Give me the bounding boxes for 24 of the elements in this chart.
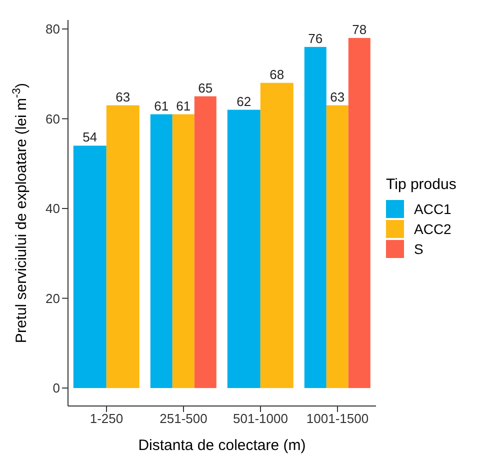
data-label: 62 <box>236 94 252 109</box>
x-tick-label: 251-500 <box>160 411 208 426</box>
data-label: 76 <box>308 30 323 46</box>
x-axis-title: Distanta de colectare (m) <box>138 437 306 454</box>
y-tick-label: 0 <box>52 380 60 396</box>
y-tick-label: 40 <box>46 201 60 216</box>
data-label: 68 <box>270 66 284 82</box>
data-label: 63 <box>116 89 130 104</box>
data-label: 54 <box>82 130 98 145</box>
legend-label: ACC1 <box>414 201 452 217</box>
y-tick-label: 20 <box>46 290 60 306</box>
x-tick-label: 1001-1500 <box>306 411 369 426</box>
data-label: 63 <box>330 89 345 104</box>
legend-label: S <box>414 241 424 257</box>
data-label: 61 <box>154 98 169 114</box>
data-label: 65 <box>198 80 213 96</box>
y-tick-label: 60 <box>46 111 60 126</box>
y-tick-label: 80 <box>46 22 60 37</box>
legend-title: Tip produs <box>386 176 456 193</box>
x-tick-label: 501-1000 <box>233 411 288 426</box>
legend-label: ACC2 <box>414 221 452 237</box>
data-label: 61 <box>176 98 191 114</box>
x-tick-label: 1-250 <box>90 411 124 426</box>
data-label: 78 <box>352 22 367 37</box>
